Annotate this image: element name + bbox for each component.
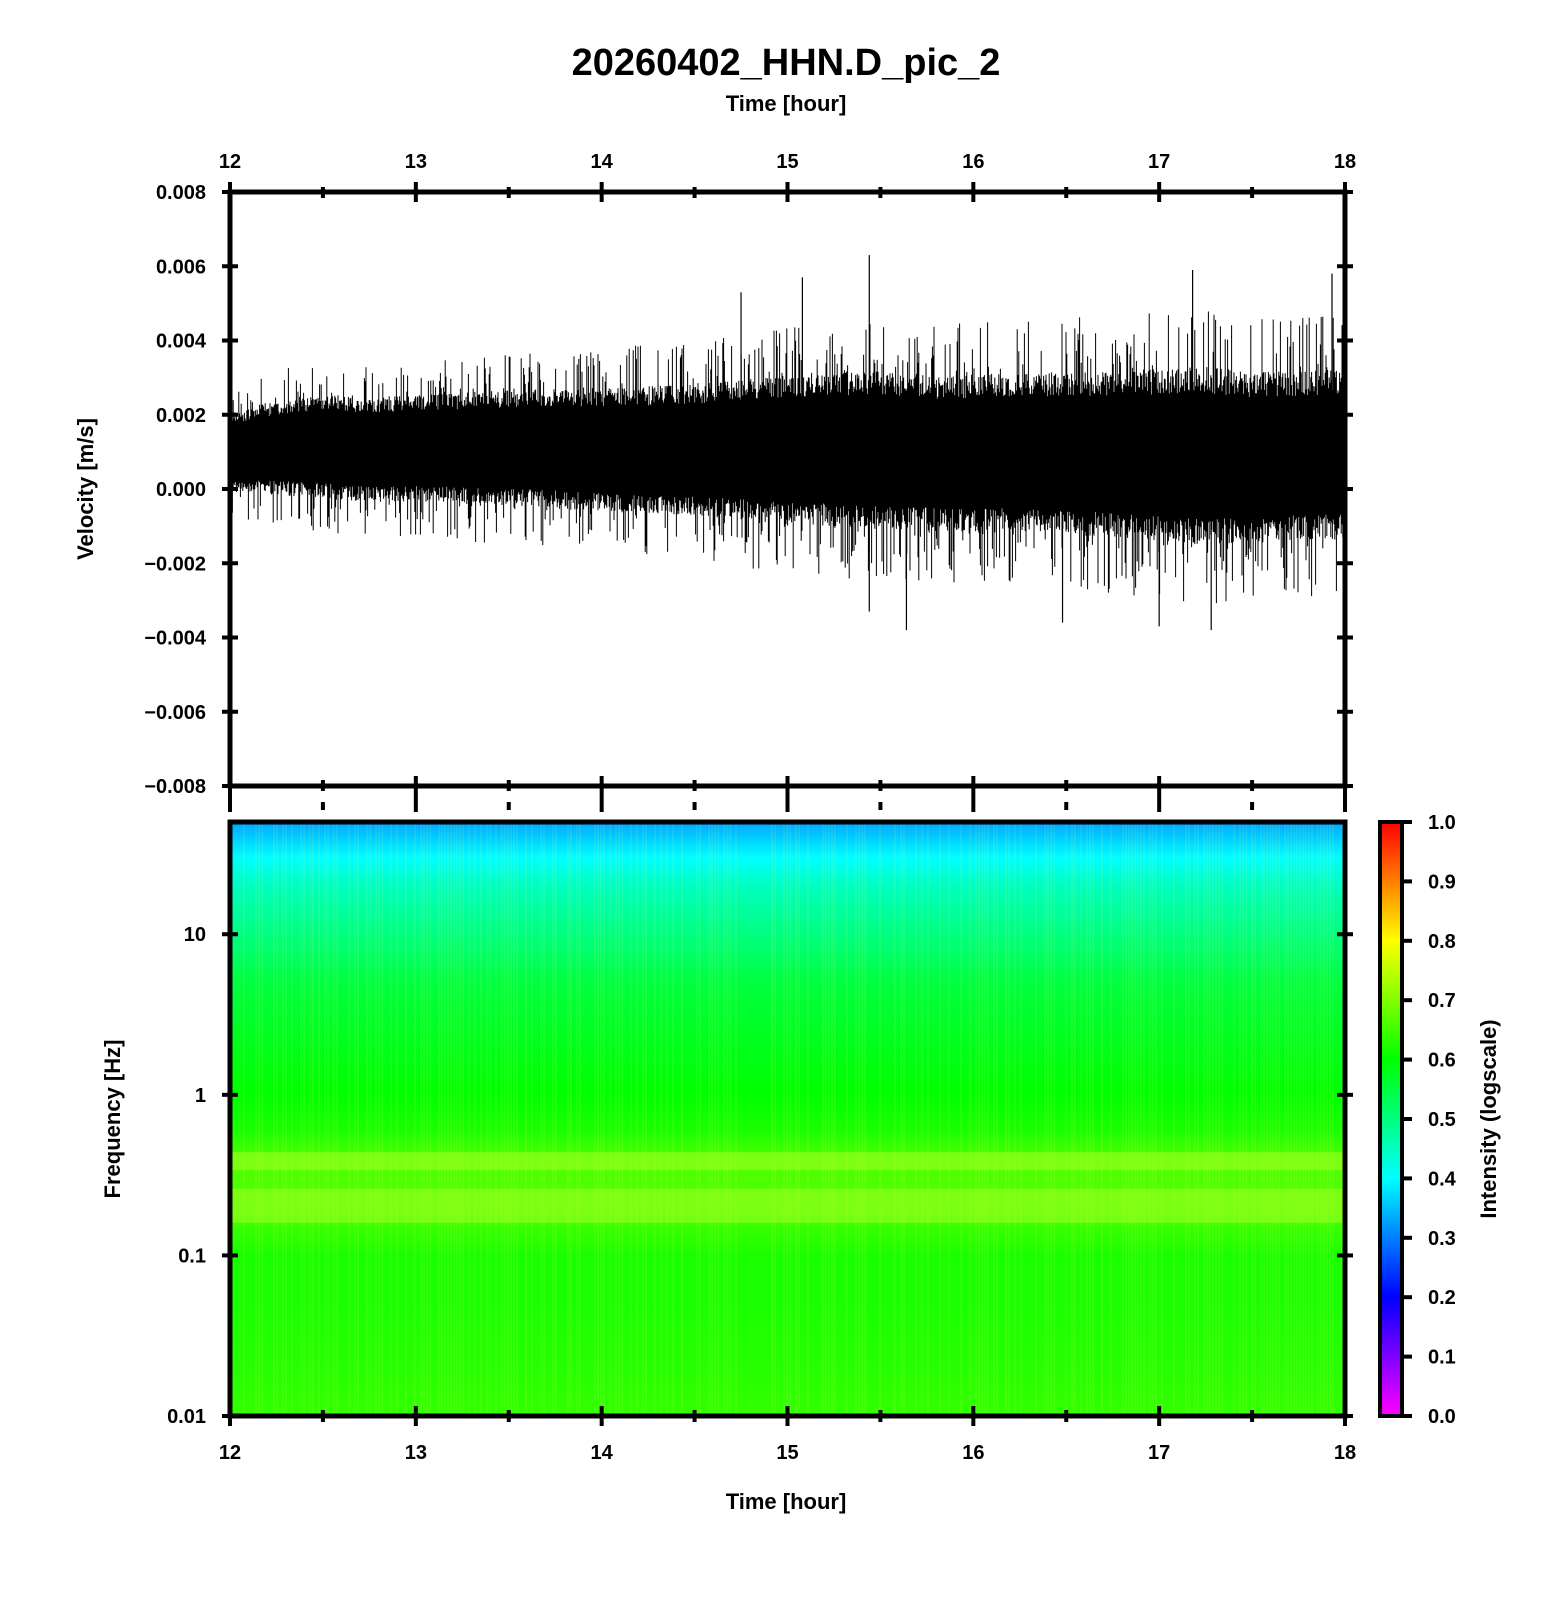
- colorbar: 0.0 0.1 0.2 0.3 0.4 0.5 0.6 0.7 0.8 0.9 1.0 Intens…: [1378, 812, 1501, 1428]
- colorbar-label: Intensity (logscale): [1476, 1019, 1501, 1218]
- waveform-trace-body: [230, 311, 1345, 604]
- waveform-panel: 12 13 14 15 16 17 18 0.008 0.006 0.004 0.002 0.000 −…: [73, 151, 1356, 812]
- colorbar-gradient: [1378, 820, 1404, 1418]
- colorbar-tick-label: 0.1: [1428, 1347, 1456, 1369]
- spectrogram-y-axis-label: Frequency [Hz]: [100, 1040, 125, 1199]
- waveform-y-tick-label: −0.008: [144, 776, 206, 798]
- waveform-trace: [230, 255, 1345, 631]
- top-x-tick-label: 16: [962, 151, 984, 173]
- colorbar-tick-label: 0.9: [1428, 871, 1456, 893]
- colorbar-tick-label: 1.0: [1428, 812, 1456, 834]
- waveform-y-tick-label: −0.004: [144, 628, 207, 650]
- colorbar-tick-label: 0.3: [1428, 1228, 1456, 1250]
- bottom-x-tick-label: 14: [591, 1442, 614, 1464]
- bottom-x-tick-label: 12: [219, 1442, 241, 1464]
- waveform-y-tick-label: 0.002: [156, 405, 206, 427]
- spectrogram-y-tick-label: 0.01: [167, 1406, 206, 1428]
- waveform-y-tick-label: −0.006: [144, 702, 206, 724]
- chart-title: 20260402_HHN.D_pic_2: [572, 42, 1001, 84]
- spectrogram-y-tick-label: 1: [195, 1085, 206, 1107]
- spectrogram-axes: 12 13 14 15 16 17 18 0.01 0.1 1 10: [167, 924, 1356, 1464]
- waveform-y-axis-label: Velocity [m/s]: [73, 418, 98, 560]
- top-x-tick-label: 15: [776, 151, 798, 173]
- bottom-x-tick-label: 13: [405, 1442, 427, 1464]
- colorbar-tick-label: 0.8: [1428, 931, 1456, 953]
- colorbar-tick-label: 0.2: [1428, 1287, 1456, 1309]
- waveform-y-tick-label: 0.004: [156, 331, 207, 353]
- bottom-x-tick-label: 18: [1334, 1442, 1356, 1464]
- colorbar-tick-label: 0.0: [1428, 1406, 1456, 1428]
- spectrogram-microseism-band: [232, 1188, 1343, 1223]
- bottom-x-tick-label: 17: [1148, 1442, 1170, 1464]
- spectrogram-heatmap: [230, 822, 1345, 1416]
- colorbar-axes: 0.0 0.1 0.2 0.3 0.4 0.5 0.6 0.7 0.8 0.9 1.0: [1402, 812, 1457, 1428]
- bottom-x-tick-label: 15: [776, 1442, 798, 1464]
- colorbar-tick-label: 0.5: [1428, 1109, 1456, 1131]
- waveform-axes: 12 13 14 15 16 17 18 0.008 0.006 0.004 0.002 0.000 −…: [144, 151, 1356, 812]
- colorbar-tick-label: 0.7: [1428, 990, 1456, 1012]
- spectrogram-y-tick-label: 0.1: [178, 1245, 206, 1267]
- top-x-tick-label: 18: [1334, 151, 1356, 173]
- spectrogram-y-tick-label: 10: [184, 924, 206, 946]
- top-x-tick-label: 13: [405, 151, 427, 173]
- waveform-y-tick-label: 0.006: [156, 256, 206, 278]
- spectrogram-microseism-band: [232, 1152, 1343, 1171]
- colorbar-tick-label: 0.6: [1428, 1050, 1456, 1072]
- waveform-y-tick-label: −0.002: [144, 553, 206, 575]
- top-x-tick-label: 17: [1148, 151, 1170, 173]
- top-x-tick-label: 14: [591, 151, 614, 173]
- bottom-x-axis-label: Time [hour]: [726, 1489, 847, 1514]
- bottom-x-tick-label: 16: [962, 1442, 984, 1464]
- top-x-tick-label: 12: [219, 151, 241, 173]
- colorbar-tick-label: 0.4: [1428, 1168, 1457, 1190]
- top-x-axis-label: Time [hour]: [726, 91, 847, 116]
- waveform-y-tick-label: 0.000: [156, 479, 206, 501]
- waveform-y-tick-label: 0.008: [156, 182, 206, 204]
- spectrogram-striping: [231, 825, 1343, 1413]
